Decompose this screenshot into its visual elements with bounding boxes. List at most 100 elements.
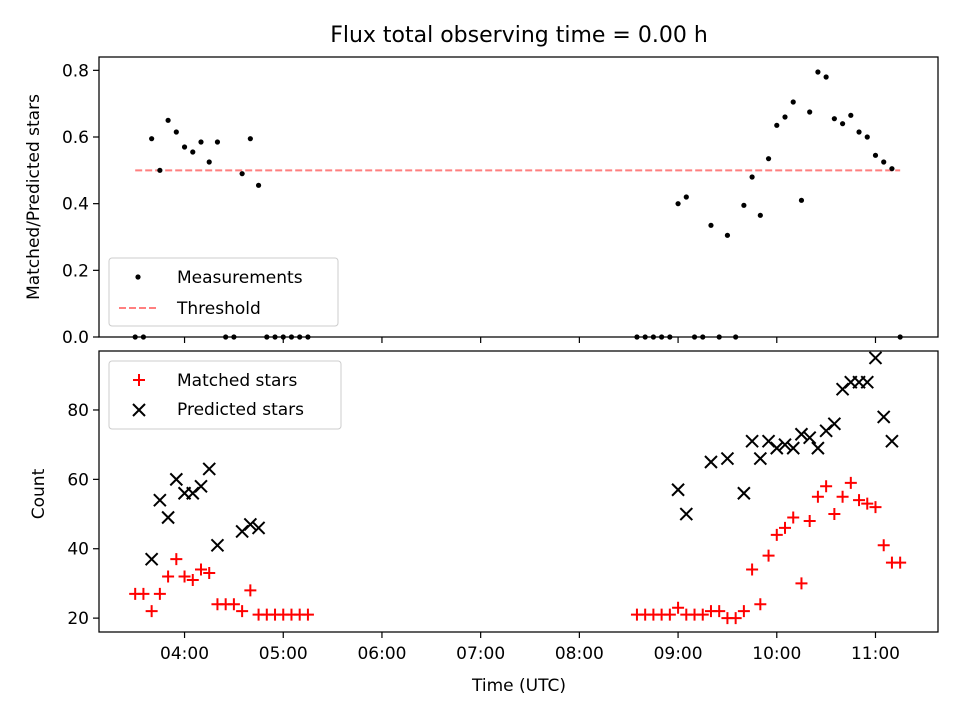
predicted-star-point xyxy=(786,441,800,455)
measurement-point xyxy=(798,197,805,203)
matched-star-point xyxy=(663,608,676,621)
measurement-point xyxy=(650,334,656,340)
matched-star-point xyxy=(869,501,882,514)
matched-star-point xyxy=(227,598,240,611)
measurement-point xyxy=(198,139,204,145)
bottom-y-tick-label: 40 xyxy=(67,540,89,560)
matched-star-point xyxy=(301,608,314,621)
matched-star-point xyxy=(145,605,158,618)
bottom-panel: 20 40 60 80 04:00 05:00 06:00 07:00 08:00 09:00 1… xyxy=(29,350,939,696)
matched-star-point xyxy=(894,556,907,569)
measurement-point xyxy=(140,334,147,340)
measurement-point xyxy=(190,149,196,155)
measurement-point xyxy=(272,334,278,340)
top-y-tick-label: 0.8 xyxy=(62,61,89,81)
measurement-point xyxy=(181,144,188,150)
measurement-point xyxy=(864,134,870,140)
predicted-star-point xyxy=(753,451,768,466)
measurement-point xyxy=(749,174,755,180)
measurement-point xyxy=(173,129,179,135)
legend-predicted-marker xyxy=(132,403,146,417)
x-tick-label: 09:00 xyxy=(654,644,703,664)
bottom-plot-marks xyxy=(129,351,907,625)
measurement-point xyxy=(675,201,681,207)
top-y-tick-label: 0.6 xyxy=(62,128,89,148)
measurement-point xyxy=(165,117,171,123)
matched-star-point xyxy=(746,563,759,576)
legend-threshold-label: Threshold xyxy=(176,299,261,319)
matched-star-point xyxy=(729,612,742,625)
matched-star-point xyxy=(186,573,199,586)
matched-star-point xyxy=(713,605,726,618)
x-tick-label: 04:00 xyxy=(160,644,209,664)
measurement-point xyxy=(757,212,763,218)
predicted-star-point xyxy=(811,441,825,455)
bottom-y-tick-label: 60 xyxy=(67,470,89,490)
measurement-point xyxy=(157,167,163,173)
predicted-star-point xyxy=(827,417,842,431)
matched-star-point xyxy=(795,577,808,590)
top-legend-box xyxy=(108,257,339,327)
predicted-star-point xyxy=(778,437,792,452)
measurement-point xyxy=(642,334,648,340)
predicted-star-point xyxy=(860,375,874,389)
matched-star-point xyxy=(836,490,849,503)
measurement-point xyxy=(223,334,229,340)
measurement-point xyxy=(691,334,698,340)
bottom-y-tick-label: 80 xyxy=(67,401,89,421)
measurement-point xyxy=(297,334,303,340)
measurement-point xyxy=(741,202,747,208)
matched-star-point xyxy=(861,497,874,510)
x-tick-label: 07:00 xyxy=(456,644,505,664)
predicted-star-point xyxy=(153,493,167,507)
bottom-y-tick-label: 20 xyxy=(67,609,89,629)
measurement-point xyxy=(839,121,846,127)
measurement-point xyxy=(815,69,821,75)
x-tick-label: 08:00 xyxy=(555,644,604,664)
measurement-point xyxy=(305,334,311,340)
top-y-axis: 0.0 0.2 0.4 0.6 0.8 xyxy=(62,61,99,348)
measurement-point xyxy=(288,334,295,340)
matched-star-point xyxy=(754,598,767,611)
bottom-y-axis: 20 40 60 80 xyxy=(67,401,99,629)
measurement-point xyxy=(856,129,862,135)
matched-star-point xyxy=(820,480,833,493)
measurement-point xyxy=(132,334,138,340)
top-panel: 0.00.20.40.60.8 Matched/Predicted stars … xyxy=(24,56,939,348)
bottom-legend-box xyxy=(108,360,342,430)
matched-star-point xyxy=(244,584,257,597)
predicted-star-point xyxy=(877,410,891,424)
matched-star-point xyxy=(877,539,890,552)
predicted-star-point xyxy=(720,451,735,466)
matched-star-point xyxy=(137,587,150,600)
measurement-point xyxy=(667,334,673,340)
measurement-point xyxy=(149,136,155,142)
top-y-tick-label: 0.4 xyxy=(62,195,89,215)
predicted-star-point xyxy=(251,521,266,535)
matched-star-point xyxy=(762,549,775,562)
predicted-star-point xyxy=(745,434,759,448)
measurement-point xyxy=(280,334,286,340)
top-y-tick-label: 0.2 xyxy=(62,261,89,281)
measurement-point xyxy=(889,166,895,172)
matched-star-point xyxy=(170,553,183,566)
matched-star-point xyxy=(737,605,750,618)
predicted-star-point xyxy=(671,483,685,497)
legend-matched-marker xyxy=(133,374,145,386)
top-plot-marks xyxy=(132,69,903,340)
x-tick-label: 06:00 xyxy=(357,644,406,664)
matched-star-point xyxy=(787,511,800,524)
bottom-y-axis-label: Count xyxy=(29,468,49,519)
measurement-point xyxy=(774,122,780,128)
predicted-star-point xyxy=(679,507,694,521)
bottom-x-axis: 04:00 05:00 06:00 07:00 08:00 09:00 10:00 11:00 xyxy=(160,632,900,664)
matched-star-point xyxy=(811,490,824,503)
matched-star-point xyxy=(803,514,816,527)
predicted-star-point xyxy=(210,538,225,552)
matched-star-point xyxy=(236,605,249,618)
measurement-point xyxy=(683,194,689,200)
matched-star-point xyxy=(162,570,175,583)
predicted-star-point xyxy=(169,472,184,487)
legend-measurements-marker xyxy=(135,274,141,280)
